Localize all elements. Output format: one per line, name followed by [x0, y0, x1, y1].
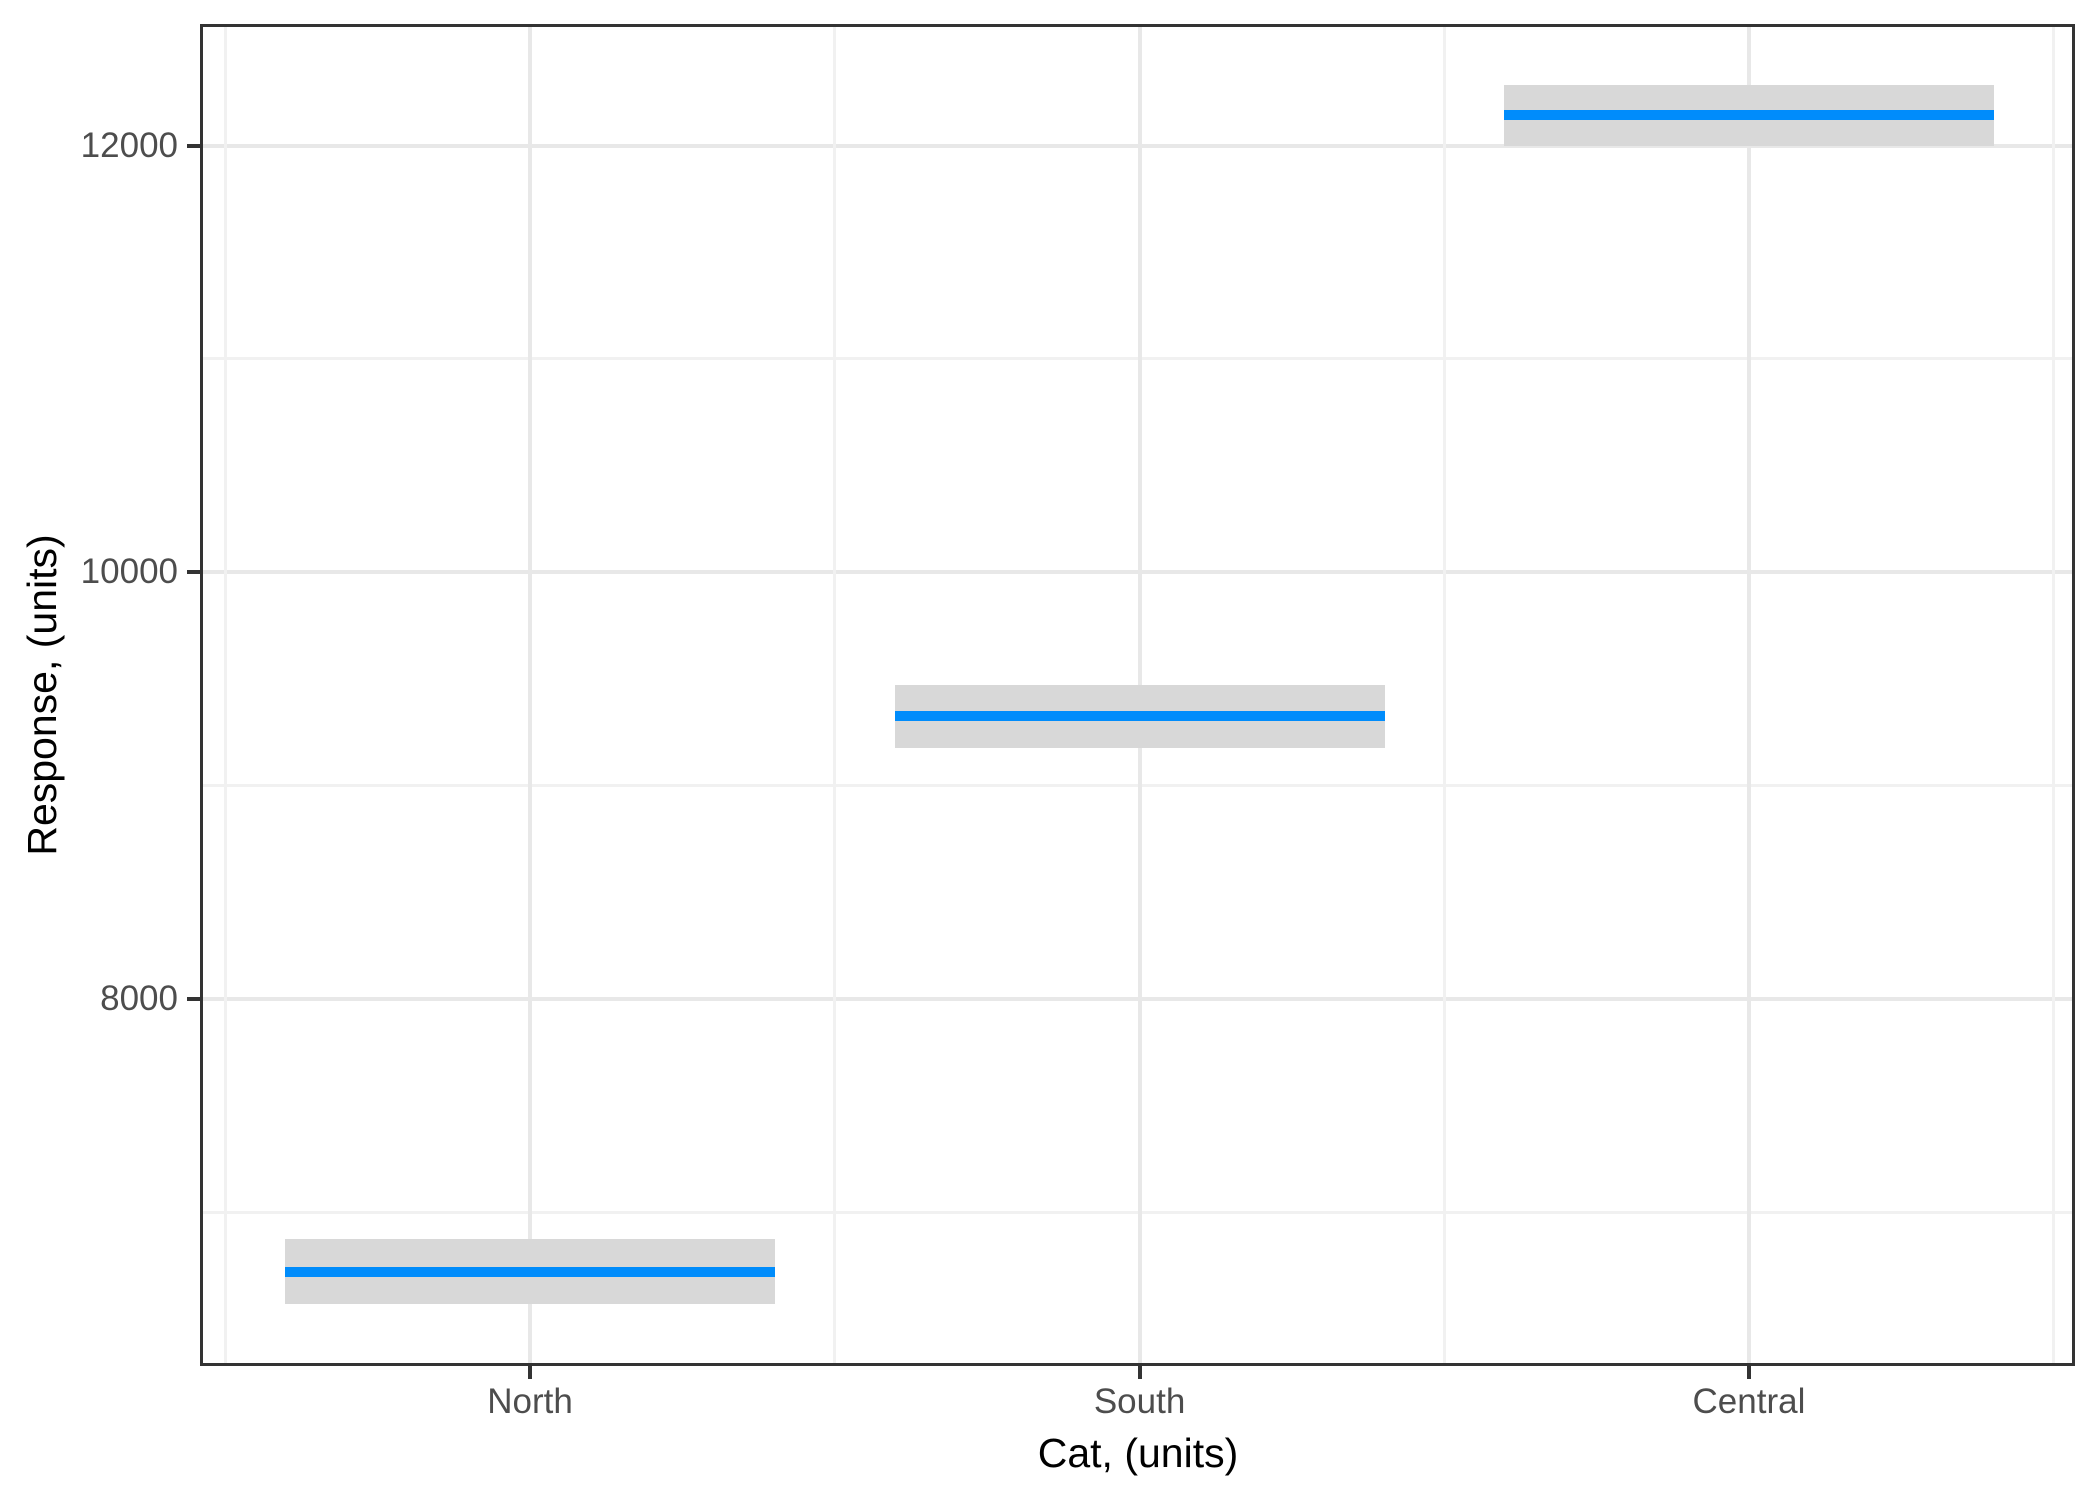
gridline-y-minor	[200, 1210, 2075, 1214]
x-tick-label: Central	[1692, 1382, 1806, 1421]
y-tick-mark	[187, 143, 200, 148]
estimate-line-north	[285, 1267, 775, 1278]
x-axis-title: Cat, (units)	[1037, 1430, 1239, 1476]
gridline-y-minor	[200, 784, 2075, 788]
y-tick-mark	[187, 997, 200, 1002]
gridline-x-minor	[2052, 24, 2056, 1366]
gridline-x-minor	[1442, 24, 1446, 1366]
gridline-y-minor	[200, 357, 2075, 361]
gridline-x-minor	[223, 24, 227, 1366]
x-tick-mark	[1746, 1366, 1751, 1379]
gridline-y-major	[200, 143, 2075, 148]
gridline-y-major	[200, 570, 2075, 575]
y-tick-label: 12000	[80, 125, 178, 165]
gridline-x-minor	[833, 24, 837, 1366]
x-tick-mark	[1137, 1366, 1142, 1379]
y-tick-label: 8000	[100, 979, 178, 1019]
x-tick-label: North	[487, 1382, 573, 1421]
y-tick-label: 10000	[80, 552, 178, 592]
gridline-y-major	[200, 997, 2075, 1002]
estimate-line-central	[1503, 109, 1994, 120]
x-tick-mark	[528, 1366, 532, 1379]
x-tick-label: South	[1093, 1382, 1186, 1421]
y-tick-mark	[187, 570, 200, 575]
gridline-x-major	[528, 24, 532, 1366]
estimate-line-south	[894, 711, 1385, 722]
plot-panel	[200, 24, 2075, 1366]
gridline-x-major	[1746, 24, 1751, 1366]
